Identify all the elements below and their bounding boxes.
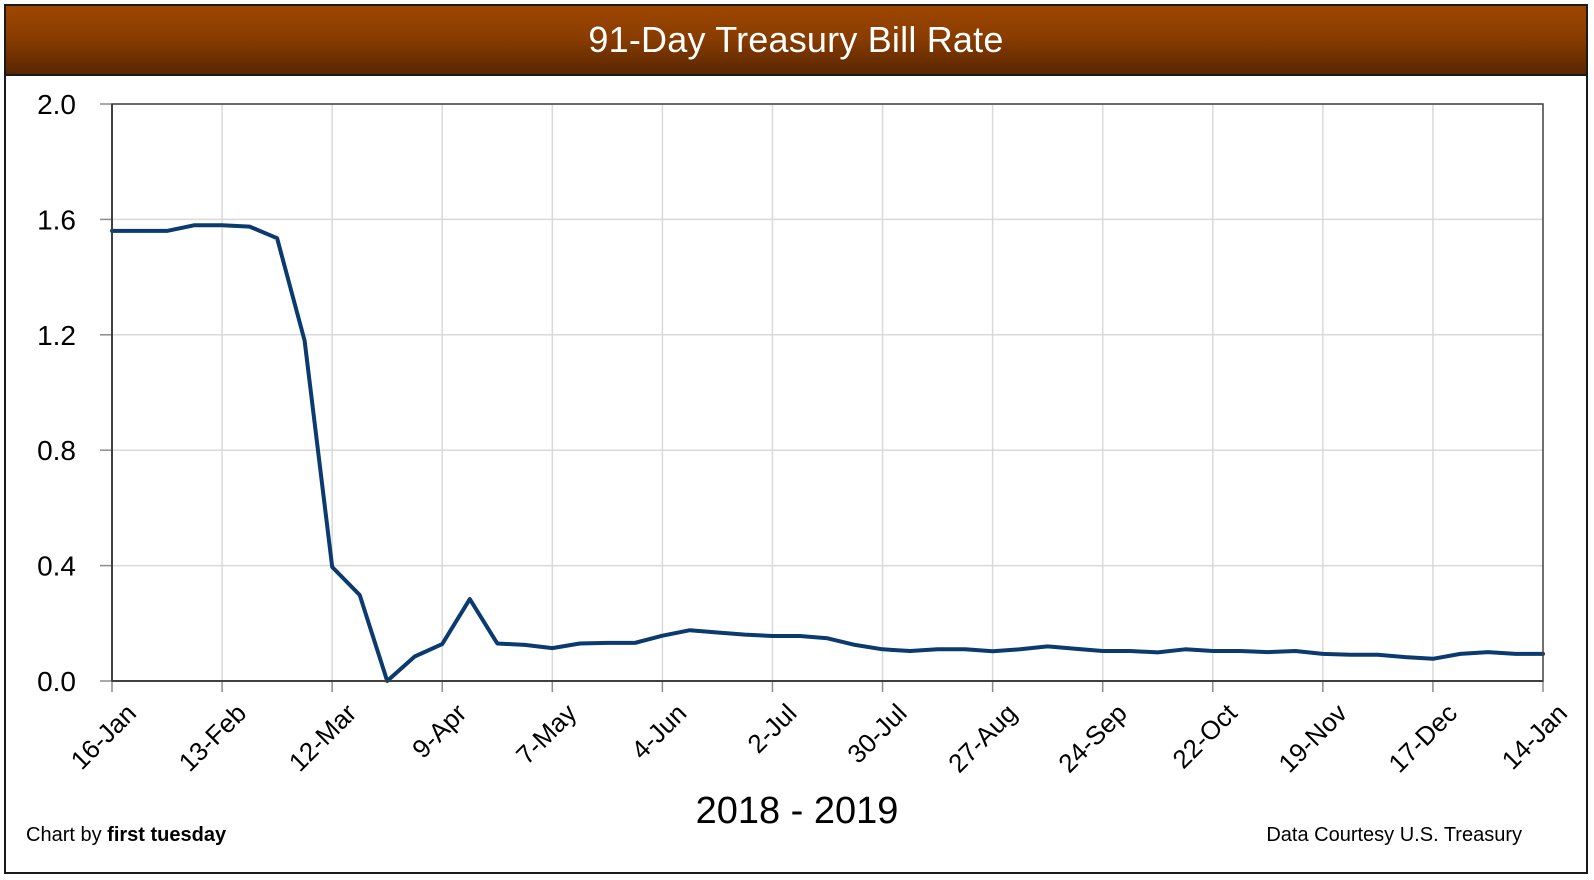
y-tick-label: 0.0 — [37, 666, 76, 697]
gridlines — [112, 103, 1543, 681]
chart-frame — [4, 4, 1588, 874]
x-tick-label: 30-Jul — [841, 698, 912, 769]
credit-prefix: Chart by — [26, 824, 108, 846]
y-tick-label: 0.8 — [37, 435, 76, 466]
x-tick-label: 7-May — [510, 698, 582, 770]
x-tick-label: 13-Feb — [173, 698, 252, 777]
y-axis: 0.0 0.4 0.8 1.2 1.6 2.0 — [37, 89, 113, 697]
x-tick-label: 12-Mar — [283, 698, 363, 778]
data-source: Data Courtesy U.S. Treasury — [1266, 824, 1522, 846]
rate-line — [110, 223, 1545, 683]
x-tick-label: 2-Jul — [741, 698, 802, 759]
credit-brand: first tuesday — [107, 824, 227, 846]
x-tick-label: 27-Aug — [942, 698, 1022, 778]
x-tick-label: 22-Oct — [1166, 697, 1243, 774]
x-axis-title: 2018 - 2019 — [695, 790, 899, 832]
y-tick-label: 1.6 — [37, 204, 76, 235]
x-tick-label: 14-Jan — [1496, 698, 1573, 775]
x-axis: 16-Jan 13-Feb 12-Mar 9-Apr 7-May 4-Jun 2-Jul 30… — [65, 680, 1573, 778]
chart-title: 91-Day Treasury Bill Rate — [588, 19, 1004, 60]
chart-credit: Chart by first tuesday — [26, 824, 226, 847]
x-tick-label: 24-Sep — [1052, 698, 1132, 778]
x-tick-label: 16-Jan — [65, 698, 142, 775]
plot-area-border — [111, 103, 1544, 682]
y-tick-label: 1.2 — [37, 320, 76, 351]
y-tick-label: 2.0 — [37, 89, 76, 120]
x-tick-label: 4-Jun — [625, 698, 692, 765]
x-tick-label: 19-Nov — [1272, 698, 1352, 778]
x-tick-label: 17-Dec — [1382, 698, 1462, 778]
x-tick-label: 9-Apr — [406, 698, 472, 764]
title-bar: 91-Day Treasury Bill Rate — [4, 4, 1588, 76]
y-tick-label: 0.4 — [37, 551, 76, 582]
